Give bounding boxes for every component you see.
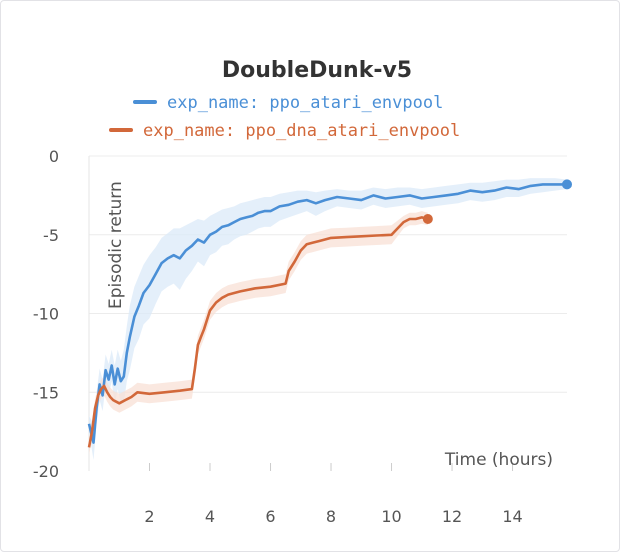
chart-title: DoubleDunk-v5: [222, 58, 412, 83]
series-endpoint-1: [422, 214, 433, 224]
series-line-1: [87, 216, 429, 448]
y-axis-label: Episodic return: [106, 181, 126, 309]
series-endpoints: [422, 179, 572, 224]
chart-panel: DoubleDunk-v5 exp_name: ppo_atari_envpoo…: [0, 0, 620, 552]
legend-label-series-0: exp_name: ppo_atari_envpool: [167, 93, 443, 113]
series-line-0: [87, 183, 567, 444]
y-tick-label--10: -10: [33, 305, 59, 324]
y-axis-ticks: 0 -5 -10 -15 -20: [33, 147, 59, 481]
x-tick-label-2: 2: [144, 507, 154, 526]
legend-label-series-1: exp_name: ppo_dna_atari_envpool: [143, 121, 460, 141]
y-tick-label--5: -5: [43, 226, 59, 245]
confidence-band-series-0: [89, 178, 567, 460]
y-tick-label--20: -20: [33, 462, 59, 481]
series-lines: [87, 183, 567, 448]
confidence-bands: [89, 178, 567, 460]
series-endpoint-0: [562, 179, 572, 190]
x-tick-label-6: 6: [265, 507, 275, 526]
x-tick-label-12: 12: [442, 507, 462, 526]
x-tick-label-4: 4: [205, 507, 215, 526]
x-axis-ticks: 2 4 6 8 10 12 14: [144, 507, 522, 526]
y-tick-label--15: -15: [33, 383, 59, 402]
x-tick-label-10: 10: [381, 507, 401, 526]
legend: exp_name: ppo_atari_envpool exp_name: pp…: [109, 93, 460, 141]
confidence-band-series-1: [89, 211, 428, 456]
x-axis-label: Time (hours): [444, 450, 553, 470]
x-tick-label-14: 14: [502, 507, 522, 526]
y-tick-label-0: 0: [49, 147, 59, 166]
x-tick-label-8: 8: [326, 507, 336, 526]
